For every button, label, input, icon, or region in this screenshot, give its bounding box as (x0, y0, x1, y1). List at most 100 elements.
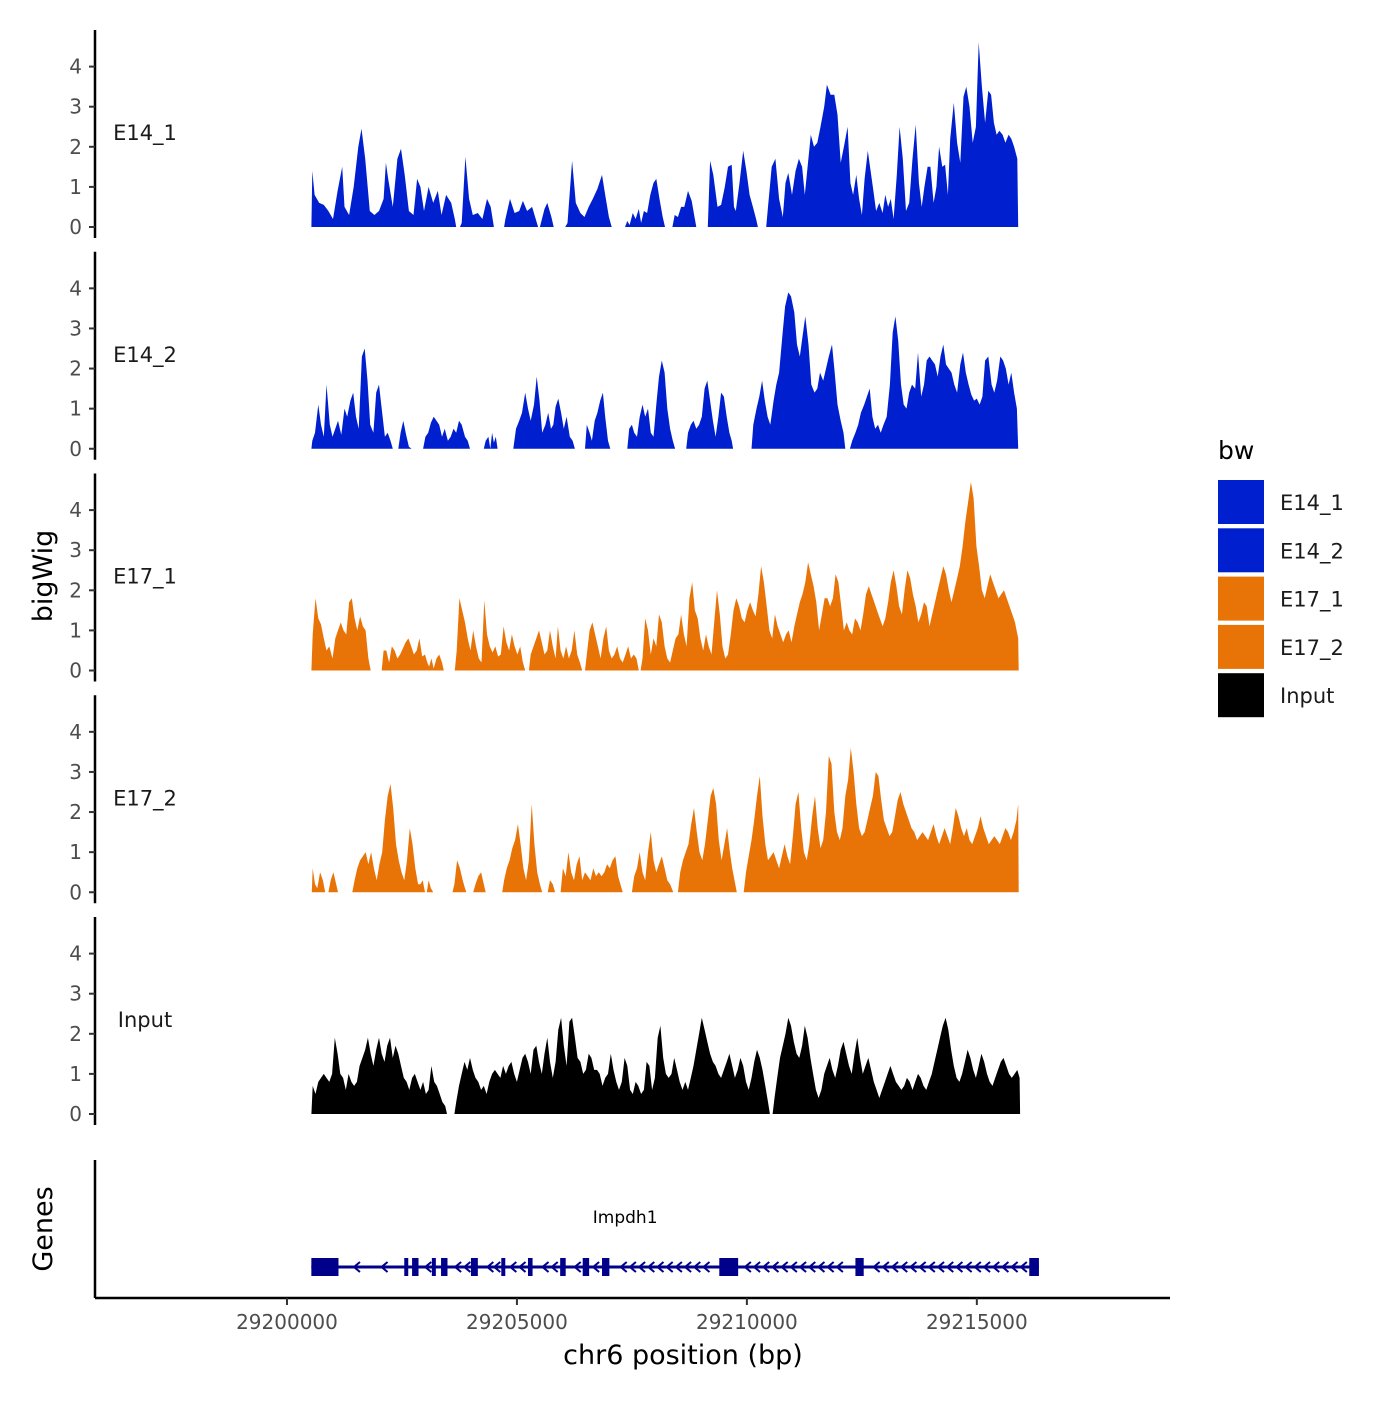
y-tick-label: 4 (69, 498, 82, 522)
legend-label-E17_1: E17_1 (1280, 588, 1344, 613)
strand-arrow (1000, 1261, 1010, 1273)
strand-arrow (789, 1261, 798, 1273)
x-tick-label: 29210000 (696, 1310, 798, 1334)
strand-arrow (665, 1261, 674, 1273)
y-tick-label: 2 (69, 357, 82, 381)
y-tick-label: 1 (69, 397, 82, 421)
strand-arrow (890, 1261, 899, 1273)
strand-arrow (798, 1261, 807, 1273)
gene-exon (501, 1258, 506, 1276)
strand-arrow (807, 1261, 816, 1273)
coverage-area-E14_1 (311, 42, 1019, 227)
track-label-E17_1: E17_1 (113, 565, 177, 590)
coverage-area-E17_1 (311, 482, 1019, 671)
gene-name-label: Impdh1 (593, 1208, 658, 1228)
y-tick-label: 3 (69, 760, 82, 784)
track-E14_1: 0 1 2 3 4 E14_1 (69, 30, 1019, 239)
gene-exon (719, 1258, 739, 1276)
y-tick-label: 3 (69, 538, 82, 562)
strand-arrow (770, 1261, 780, 1273)
y-tick-label: 1 (69, 175, 82, 199)
genes-axis-title: Genes (28, 1186, 59, 1271)
y-tick-label: 2 (69, 800, 82, 824)
legend-swatch-E17_2 (1218, 624, 1264, 669)
track-label-E14_1: E14_1 (113, 121, 177, 146)
strand-arrow (573, 1261, 582, 1273)
y-tick-label: 0 (69, 215, 82, 239)
legend-label-E14_2: E14_2 (1280, 539, 1344, 564)
strand-arrow (918, 1261, 927, 1273)
x-tick-label: 29205000 (466, 1310, 568, 1334)
strand-arrow (683, 1261, 692, 1273)
strand-arrow (991, 1261, 1000, 1273)
tracks-group: 0 1 2 3 4 E14_1 0 1 2 3 4 E14_2 0 1 2 3 4 E17_1 0 1 2 3 4 E17_2… (69, 30, 1021, 1126)
gene-exon (441, 1258, 448, 1276)
gene-exon (412, 1258, 419, 1276)
strand-arrow (619, 1261, 628, 1273)
y-axis-title: bigWig (28, 530, 59, 623)
gene-exon (470, 1258, 478, 1276)
strand-arrow (743, 1261, 752, 1273)
strand-arrow (1010, 1261, 1019, 1273)
gene-exon (560, 1258, 566, 1276)
strand-arrow (701, 1261, 711, 1273)
track-E14_2: 0 1 2 3 4 E14_2 (69, 251, 1019, 461)
strand-arrow (964, 1261, 973, 1273)
coverage-area-E14_2 (311, 292, 1019, 449)
strand-arrow (945, 1261, 954, 1273)
gene-panel: Impdh1 (93, 1160, 1039, 1298)
y-tick-label: 4 (69, 55, 82, 79)
track-label-E14_2: E14_2 (113, 343, 177, 368)
gene-exon (311, 1258, 339, 1276)
strand-arrow (540, 1261, 550, 1273)
strand-arrow (927, 1261, 936, 1273)
strand-arrow (628, 1261, 637, 1273)
strand-arrow (379, 1261, 389, 1273)
legend-title: bw (1218, 436, 1254, 465)
y-tick-label: 3 (69, 95, 82, 119)
track-E17_1: 0 1 2 3 4 E17_1 (69, 473, 1019, 683)
strand-arrow (1019, 1261, 1028, 1273)
y-tick-label: 3 (69, 982, 82, 1006)
strand-arrow (352, 1261, 361, 1273)
y-tick-label: 3 (69, 316, 82, 340)
track-Input: 0 1 2 3 4 Input (69, 917, 1021, 1126)
strand-arrow (899, 1261, 908, 1273)
strand-arrow (508, 1261, 517, 1273)
y-tick-label: 0 (69, 437, 82, 461)
strand-arrow (908, 1261, 918, 1273)
y-tick-label: 2 (69, 1022, 82, 1046)
strand-arrow (954, 1261, 964, 1273)
y-tick-label: 0 (69, 1102, 82, 1126)
x-axis: 29200000 29205000 29210000 29215000 (95, 1296, 1170, 1334)
coverage-area-Input (311, 1017, 1021, 1114)
strand-arrow (453, 1261, 462, 1273)
strand-arrow (517, 1261, 527, 1273)
x-axis-title: chr6 position (bp) (563, 1340, 803, 1371)
strand-arrow (973, 1261, 982, 1273)
legend-label-Input: Input (1280, 684, 1334, 708)
strand-arrow (591, 1261, 600, 1273)
legend-label-E14_1: E14_1 (1280, 491, 1344, 516)
strand-arrow (881, 1261, 890, 1273)
strand-arrow (835, 1261, 844, 1273)
strand-arrow (761, 1261, 770, 1273)
legend-swatch-Input (1218, 673, 1264, 718)
strand-arrow (936, 1261, 945, 1273)
strand-arrow (816, 1261, 826, 1273)
y-tick-label: 0 (69, 659, 82, 683)
strand-arrow (637, 1261, 646, 1273)
track-E17_2: 0 1 2 3 4 E17_2 (69, 695, 1019, 904)
y-tick-label: 2 (69, 135, 82, 159)
gene-exon (602, 1258, 610, 1276)
strand-arrow (655, 1261, 665, 1273)
strand-arrow (982, 1261, 991, 1273)
legend-swatch-E14_1 (1218, 480, 1264, 524)
track-label-E17_2: E17_2 (113, 786, 177, 811)
gene-exon (855, 1258, 864, 1276)
strand-arrow (485, 1261, 494, 1273)
y-tick-label: 2 (69, 578, 82, 602)
gene-exon (582, 1258, 590, 1276)
